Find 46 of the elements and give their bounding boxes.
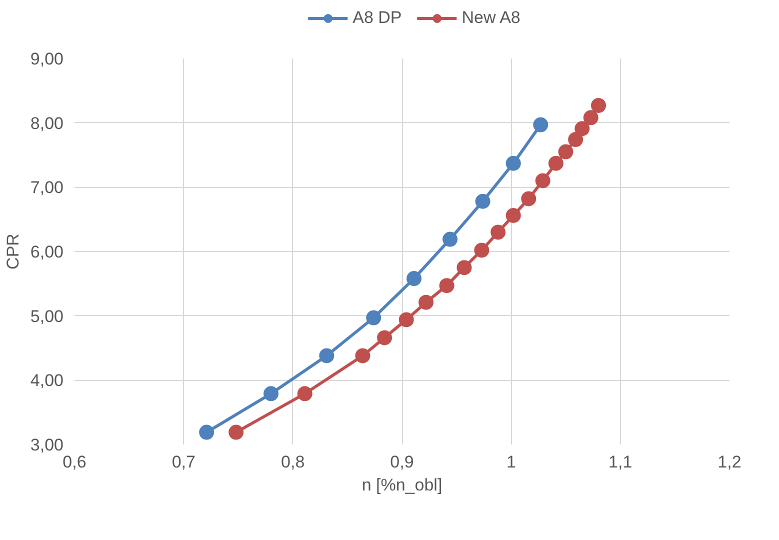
point	[264, 386, 278, 402]
point	[574, 121, 590, 136]
point	[456, 260, 472, 276]
x-tick-label: 1	[506, 452, 516, 472]
x-tick-label: 0,9	[390, 452, 414, 472]
y-axis-title: CPR	[3, 234, 22, 270]
point	[297, 386, 312, 402]
point	[533, 117, 548, 132]
point	[521, 191, 536, 206]
point	[474, 242, 490, 258]
point	[490, 224, 506, 240]
point	[558, 144, 574, 160]
legend-label: New A8	[462, 8, 520, 28]
point	[583, 110, 598, 126]
y-tick-label: 4,00	[30, 371, 64, 390]
y-tick-label: 7,00	[30, 178, 64, 198]
y-tick-label: 6,00	[30, 242, 64, 262]
y-tick-label: 8,00	[30, 114, 64, 133]
point	[506, 208, 521, 223]
point	[199, 424, 214, 440]
legend-label: A8 DP	[352, 8, 402, 28]
point	[406, 271, 422, 286]
point	[535, 173, 550, 188]
point	[319, 348, 334, 364]
point	[475, 194, 490, 209]
point	[377, 330, 392, 346]
point	[439, 278, 454, 294]
point	[442, 232, 458, 247]
x-tick-label: 1,1	[608, 452, 632, 472]
point	[568, 132, 584, 148]
x-axis-title: n [%n_obl]	[362, 476, 442, 494]
y-tick-label: 9,00	[30, 50, 64, 68]
point	[506, 156, 521, 171]
point	[355, 348, 370, 364]
y-tick-label: 3,00	[30, 436, 64, 454]
x-tick-label: 0,7	[172, 452, 196, 472]
point	[228, 424, 244, 440]
y-tick-label: 5,00	[30, 306, 64, 326]
point	[366, 310, 382, 326]
x-tick-label: 1,2	[718, 452, 742, 472]
point	[398, 312, 414, 328]
point	[548, 156, 564, 171]
x-tick-label: 0,8	[281, 452, 305, 472]
point	[591, 98, 606, 113]
x-tick-label: 0,6	[62, 452, 86, 472]
point	[418, 294, 434, 310]
